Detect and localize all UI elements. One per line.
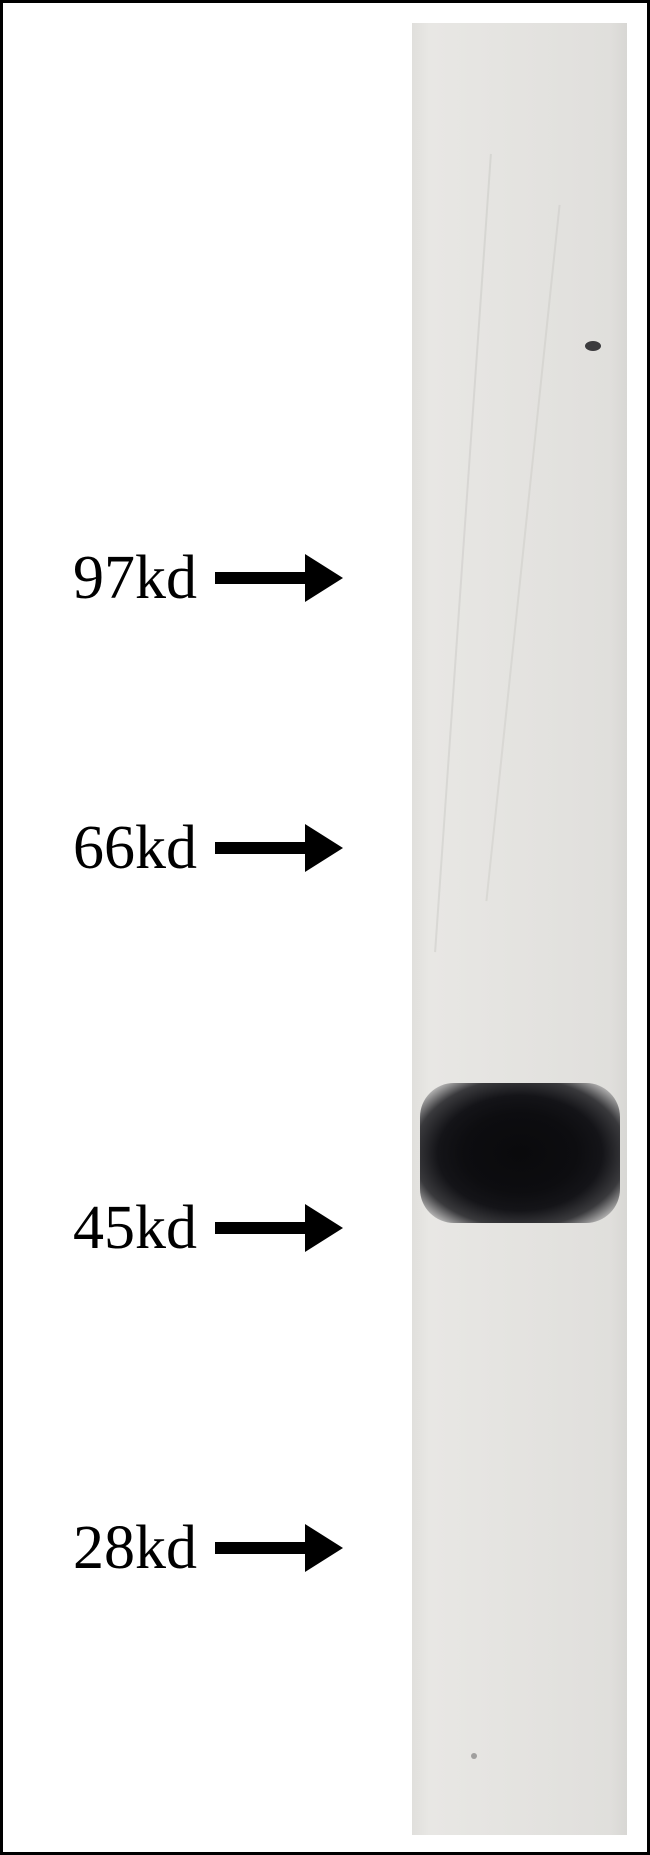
artifact-spot <box>585 341 601 351</box>
mw-label: 28kd <box>73 1513 197 1584</box>
mw-marker-28: 28kd <box>73 1508 413 1588</box>
arrow-icon <box>215 1222 307 1234</box>
mw-label: 45kd <box>73 1193 197 1264</box>
protein-band <box>420 1083 620 1223</box>
blot-figure: WWW.PTGLAB.COM 97kd 66kd 45kd 28kd <box>0 0 650 1855</box>
artifact-spot <box>471 1753 477 1759</box>
mw-marker-97: 97kd <box>73 538 413 618</box>
mw-label: 97kd <box>73 543 197 614</box>
arrow-icon <box>215 842 307 854</box>
arrow-icon <box>215 572 307 584</box>
blot-lane <box>412 23 627 1835</box>
mw-marker-45: 45kd <box>73 1188 413 1268</box>
arrow-icon <box>215 1542 307 1554</box>
mw-label: 66kd <box>73 813 197 884</box>
mw-marker-66: 66kd <box>73 808 413 888</box>
